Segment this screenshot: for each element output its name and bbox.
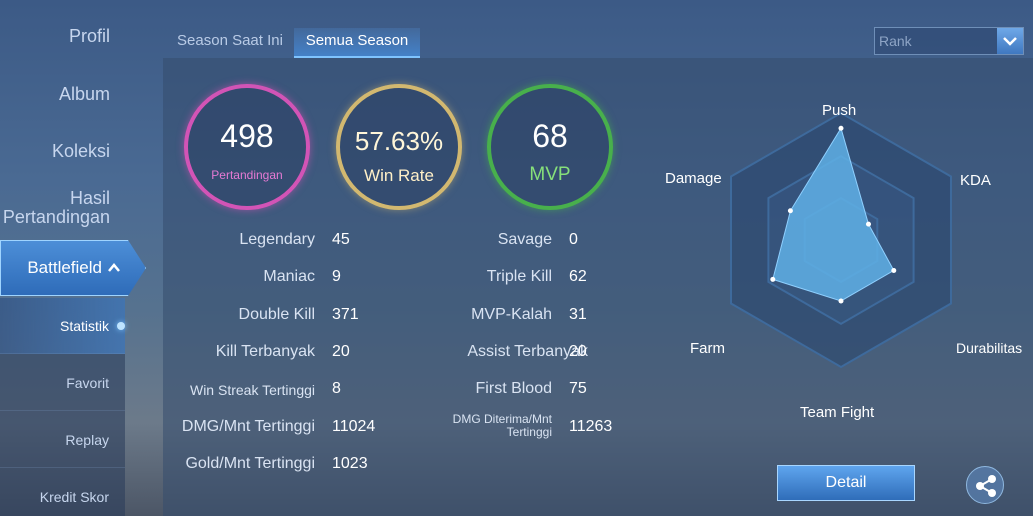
sidebar-subitem-replay[interactable]: Replay: [0, 412, 125, 468]
stat-label-dmg-diterima: DMG Diterima/Mnt Tertinggi: [452, 412, 552, 439]
stat-value-gold-mnt: 1023: [332, 455, 368, 472]
radar-label-durabilitas: Durabilitas: [956, 340, 1023, 356]
stat-label-mvp-kalah: MVP-Kalah: [471, 306, 552, 323]
stat-label-triple-kill: Triple Kill: [486, 268, 552, 285]
stat-value-dmg-mnt: 11024: [332, 418, 376, 435]
radar-point-durabilitas: [891, 267, 897, 273]
radar-label-kda: KDA: [960, 172, 991, 189]
stat-value-assist-terbanyak: 20: [569, 343, 587, 360]
radar-svg: [730, 111, 952, 369]
stat-value-savage: 0: [569, 231, 578, 248]
radar-point-push: [838, 125, 844, 131]
stat-label-double-kill: Double Kill: [238, 306, 315, 323]
stat-label-first-blood: First Blood: [475, 380, 552, 397]
radar-point-damage: [787, 208, 793, 214]
stat-label-win-streak: Win Streak Tertinggi: [189, 382, 315, 398]
radar-point-team-fight: [838, 298, 844, 304]
stat-value-first-blood: 75: [569, 380, 587, 397]
detail-button[interactable]: Detail: [777, 465, 915, 501]
mvp-label: MVP: [529, 164, 571, 185]
matches-label: Pertandingan: [211, 168, 283, 182]
tab-season-saat-ini[interactable]: Season Saat Ini: [177, 32, 283, 49]
stat-label-maniac: Maniac: [263, 268, 315, 285]
share-button[interactable]: [966, 466, 1004, 504]
sidebar-subitem-kredit-skor[interactable]: Kredit Skor: [39, 489, 109, 505]
stat-label-dmg-mnt: DMG/Mnt Tertinggi: [181, 418, 315, 435]
sidebar-item-profil[interactable]: Profil: [68, 26, 110, 46]
radar-label-farm: Farm: [690, 340, 725, 357]
stat-value-double-kill: 371: [332, 306, 359, 323]
sidebar: Profil Album Koleksi Hasil Pertandingan …: [0, 0, 146, 516]
stat-value-legendary: 45: [332, 231, 350, 248]
matches-value: 498: [220, 118, 274, 154]
stat-value-maniac: 9: [332, 268, 341, 285]
sidebar-subitem-favorit[interactable]: Favorit: [0, 355, 125, 411]
mode-select-value: Rank: [879, 33, 912, 49]
stat-value-win-streak: 8: [332, 380, 341, 397]
mode-select[interactable]: Rank: [874, 27, 1024, 55]
sidebar-item-battlefield[interactable]: Battlefield: [0, 240, 146, 296]
stat-value-kill-terbanyak: 20: [332, 343, 350, 360]
active-dot-icon: [117, 322, 125, 330]
radar-label-push: Push: [822, 102, 857, 119]
stat-value-triple-kill: 62: [569, 268, 587, 285]
radar-point-kda: [865, 221, 871, 227]
winrate-label: Win Rate: [364, 166, 434, 185]
matches-ring: 498 Pertandingan: [184, 84, 310, 210]
mvp-ring: 68 MVP: [487, 84, 613, 210]
chevron-up-icon: [108, 261, 120, 276]
stat-label-legendary: Legendary: [239, 231, 315, 248]
stat-label-savage: Savage: [497, 231, 552, 248]
chevron-down-icon: [997, 28, 1023, 54]
sidebar-subitem-statistik[interactable]: Statistik: [0, 298, 125, 354]
share-icon: [976, 475, 996, 497]
stat-label-assist-terbanyak: Assist Terbanyak: [467, 343, 588, 360]
radar-label-damage: Damage: [665, 170, 722, 187]
sidebar-item-hasil-pertandingan[interactable]: Hasil Pertandingan: [2, 188, 110, 227]
winrate-value: 57.63%: [354, 126, 444, 156]
sidebar-subitem-statistik-label: Statistik: [59, 318, 109, 334]
radar-point-farm: [770, 276, 776, 282]
sidebar-item-album[interactable]: Album: [58, 84, 110, 104]
tab-semua-season[interactable]: Semua Season: [294, 28, 420, 58]
performance-radar: Push KDA Durabilitas Team Fight Farm Dam…: [660, 95, 1033, 425]
stat-label-kill-terbanyak: Kill Terbanyak: [215, 343, 315, 360]
sidebar-item-koleksi[interactable]: Koleksi: [51, 141, 110, 161]
sidebar-item-battlefield-label: Battlefield: [27, 258, 102, 277]
sidebar-subnav: Statistik Favorit Replay Kredit Skor: [0, 298, 125, 516]
stat-value-dmg-diterima: 11263: [569, 418, 613, 435]
stat-label-gold-mnt: Gold/Mnt Tertinggi: [185, 455, 315, 472]
radar-label-team-fight: Team Fight: [800, 404, 875, 421]
mvp-value: 68: [532, 118, 568, 154]
stat-value-mvp-kalah: 31: [569, 306, 587, 323]
winrate-ring: 57.63% Win Rate: [336, 84, 462, 210]
